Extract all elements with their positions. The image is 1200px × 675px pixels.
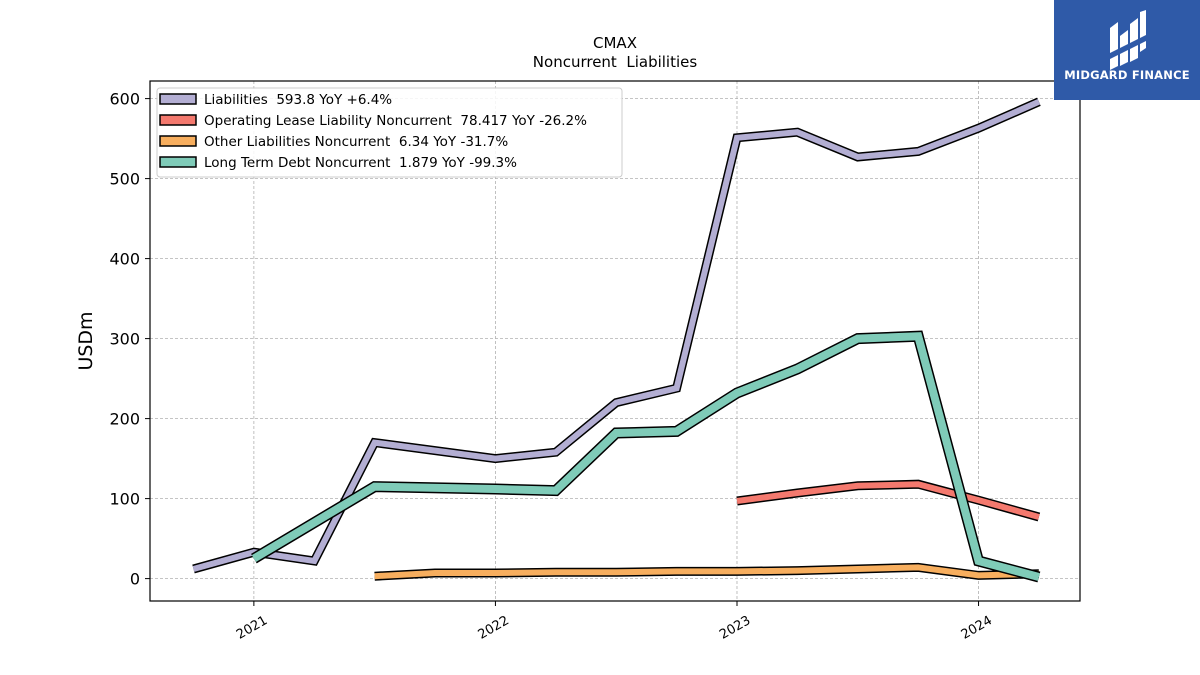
series-line (192, 99, 1041, 572)
y-tick-label: 400 (109, 250, 140, 269)
legend-box (156, 87, 623, 178)
x-tick-label: 2021 (234, 613, 270, 643)
legend-swatch (159, 156, 197, 168)
legend-swatch (159, 135, 197, 147)
legend-label: Operating Lease Liability Noncurrent 78.… (204, 113, 587, 129)
y-axis-label: USDm (75, 311, 97, 370)
y-tick-label: 0 (130, 570, 140, 589)
y-tick-label: 600 (109, 90, 140, 109)
plot-series (192, 97, 1041, 583)
plot-frame (149, 80, 1081, 602)
midgard-logo-icon (1108, 10, 1148, 70)
series-line (374, 564, 1039, 580)
y-tick-label: 100 (109, 490, 140, 509)
chart-title: CMAX (593, 34, 637, 52)
series-line (251, 332, 1040, 581)
series-outline (736, 479, 1041, 522)
y-tick-label: 500 (109, 170, 140, 189)
y-tick-label: 300 (109, 330, 140, 349)
legend-swatch (159, 114, 197, 126)
legend: Liabilities 593.8 YoY +6.4% Operating Lea… (156, 87, 623, 178)
x-tick-label: 2022 (476, 613, 512, 643)
legend-swatch (159, 93, 197, 105)
brand-name: MIDGARD FINANCE (1064, 68, 1190, 82)
series-line (736, 481, 1040, 520)
x-tick-label: 2023 (717, 613, 753, 643)
brand-logo: MIDGARD FINANCE (1054, 0, 1200, 100)
x-tick-label: 2024 (959, 613, 995, 643)
y-tick-label: 200 (109, 410, 140, 429)
legend-label: Long Term Debt Noncurrent 1.879 YoY -99.… (204, 155, 517, 171)
legend-label: Liabilities 593.8 YoY +6.4% (204, 92, 392, 108)
chart-subtitle: Noncurrent Liabilities (533, 53, 698, 71)
legend-label: Other Liabilities Noncurrent 6.34 YoY -3… (204, 134, 508, 150)
